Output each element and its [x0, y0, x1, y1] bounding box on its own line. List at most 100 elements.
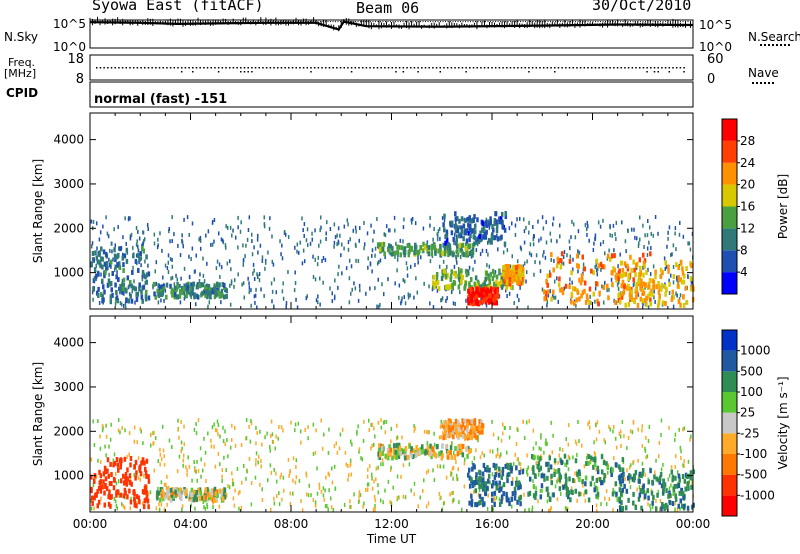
velocity-panel-echo	[196, 492, 200, 498]
power-panel-echo	[309, 241, 312, 246]
velocity-panel-echo	[513, 486, 517, 492]
power-panel-echo	[480, 288, 483, 294]
velocity-panel-echo	[273, 501, 276, 506]
power-panel-echo	[403, 217, 405, 222]
velocity-panel-echo	[528, 507, 530, 512]
power-panel-echo	[527, 305, 529, 310]
power-panel-echo	[378, 304, 380, 309]
velocity-panel-echo	[322, 486, 325, 491]
power-panel-echo	[474, 290, 477, 296]
power-panel-echo	[141, 274, 144, 279]
velocity-panel-echo	[668, 490, 671, 496]
power-panel-echo	[353, 281, 355, 286]
power-panel-echo	[525, 225, 527, 230]
power-panel-echo	[473, 296, 476, 302]
power-panel-echo	[495, 223, 499, 229]
velocity-panel-echo	[495, 485, 498, 491]
velocity-panel-echo	[412, 448, 415, 454]
power-panel-echo	[107, 278, 111, 284]
power-panel-echo	[566, 253, 568, 258]
velocity-panel-echo	[683, 459, 685, 464]
velocity-panel-echo	[312, 451, 315, 456]
velocity-panel-echo	[569, 497, 572, 503]
velocity-panel-echo	[147, 491, 150, 496]
velocity-panel-echo	[385, 419, 388, 424]
power-panel-echo	[409, 264, 412, 269]
power-panel-echo	[657, 289, 661, 295]
freq-point	[602, 67, 604, 69]
power-panel-echo	[553, 258, 555, 263]
power-panel-echo	[131, 269, 134, 275]
power-panel-echo	[576, 290, 580, 296]
power-panel-echo	[116, 270, 118, 275]
velocity-panel-echo	[133, 491, 136, 497]
velocity-panel-echo	[483, 453, 485, 458]
power-panel-echo	[601, 284, 603, 289]
freq-point	[169, 67, 172, 69]
velocity-panel-echo	[594, 452, 597, 457]
velocity-panel-echo	[328, 472, 331, 477]
power-panel-echo	[396, 257, 399, 262]
velocity-panel-echo	[550, 420, 552, 425]
velocity-panel-echo	[113, 452, 116, 457]
velocity-panel-echo	[565, 477, 568, 483]
power-colorbar-tick-label: 16	[740, 200, 755, 214]
power-panel-echo	[485, 217, 488, 222]
velocity-panel-echo	[210, 438, 212, 443]
power-panel-echo	[477, 283, 481, 289]
power-panel-echo	[676, 293, 678, 298]
velocity-panel-echo	[213, 497, 216, 503]
velocity-panel-echo	[461, 507, 463, 512]
power-panel-echo	[301, 261, 304, 266]
power-panel-echo	[474, 275, 478, 281]
power-panel-echo	[546, 289, 550, 295]
velocity-panel-echo	[273, 496, 275, 501]
velocity-panel-echo	[182, 463, 184, 468]
velocity-panel-echo	[398, 445, 402, 451]
velocity-panel-echo	[299, 429, 302, 434]
power-panel-echo	[644, 233, 646, 238]
velocity-panel-echo	[477, 480, 480, 486]
power-panel-echo	[406, 243, 410, 249]
power-panel-echo	[253, 276, 256, 281]
velocity-panel-echo	[98, 469, 101, 475]
velocity-panel-echo	[441, 423, 445, 429]
velocity-panel-echo	[495, 480, 498, 486]
velocity-panel-echo	[378, 455, 382, 461]
power-panel-echo	[211, 289, 214, 295]
power-panel-echo	[505, 280, 509, 286]
velocity-panel-echo	[647, 502, 649, 507]
power-panel-echo	[559, 258, 563, 264]
velocity-panel-echo	[110, 481, 113, 487]
velocity-panel-echo	[374, 507, 376, 512]
velocity-panel-echo	[451, 466, 454, 471]
power-panel-echo	[170, 289, 173, 295]
velocity-panel-echo	[357, 499, 360, 504]
velocity-panel-echo	[532, 469, 535, 475]
power-panel-echo	[525, 279, 527, 284]
power-panel-echo	[633, 227, 635, 232]
velocity-panel-echo	[292, 491, 294, 496]
power-panel-echo	[570, 299, 573, 305]
velocity-panel-echo	[294, 480, 297, 485]
power-panel-echo	[642, 265, 644, 270]
power-panel-echo	[114, 264, 117, 270]
power-panel-echo	[462, 236, 465, 242]
power-panel-echo	[325, 236, 327, 241]
power-panel-echo	[454, 232, 456, 237]
freq-point	[317, 67, 320, 69]
power-panel-echo	[642, 290, 646, 296]
power-panel-echo	[661, 270, 664, 276]
power-panel-echo	[504, 214, 508, 220]
power-panel-echo	[454, 301, 456, 306]
velocity-panel-echo	[427, 468, 430, 473]
power-panel-echo	[614, 274, 618, 280]
velocity-panel-echo	[645, 490, 647, 495]
power-panel-echo	[588, 286, 592, 292]
power-panel-echo	[134, 258, 138, 264]
velocity-panel-echo	[206, 502, 208, 507]
velocity-panel-echo	[642, 489, 645, 495]
power-panel-echo	[250, 288, 252, 293]
velocity-panel-echo	[432, 468, 434, 473]
velocity-panel-echo	[426, 429, 428, 434]
